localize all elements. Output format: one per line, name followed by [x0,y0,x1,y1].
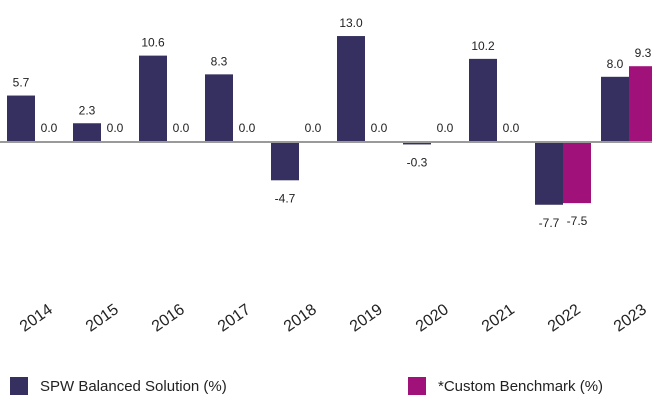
legend-label-spw-balanced: SPW Balanced Solution (%) [40,377,227,395]
bar-spw-balanced-solution-2015 [73,123,101,142]
x-tick-label-2018: 2018 [281,301,320,335]
bar-custom-benchmark-2023 [629,66,652,142]
data-label-custom-benchmark-2015: 0.0 [107,121,124,135]
data-label-spw-balanced-solution-2021: 10.2 [471,39,495,53]
bar-spw-balanced-solution-2023 [601,76,629,142]
data-label-custom-benchmark-2016: 0.0 [173,121,190,135]
data-label-spw-balanced-solution-2014: 5.7 [13,76,30,90]
data-label-custom-benchmark-2017: 0.0 [239,121,256,135]
data-label-custom-benchmark-2020: 0.0 [437,121,454,135]
legend-label-custom-benchmark: *Custom Benchmark (%) [438,377,604,395]
data-label-spw-balanced-solution-2019: 13.0 [339,16,363,30]
x-tick-label-2014: 2014 [17,301,56,335]
bar-spw-balanced-solution-2020 [403,142,431,145]
bar-spw-balanced-solution-2017 [205,74,233,142]
data-label-spw-balanced-solution-2017: 8.3 [211,54,228,68]
bar-spw-balanced-solution-2014 [7,95,35,142]
data-label-custom-benchmark-2019: 0.0 [371,121,388,135]
bar-spw-balanced-solution-2022 [535,142,563,205]
data-label-custom-benchmark-2023: 9.3 [635,46,652,60]
x-tick-label-2020: 2020 [413,301,452,335]
data-label-spw-balanced-solution-2018: -4.7 [275,191,296,205]
x-tick-label-2019: 2019 [347,301,386,335]
data-label-custom-benchmark-2022: -7.5 [567,214,588,228]
legend-item-spw-balanced: SPW Balanced Solution (%) [10,377,227,395]
x-tick-label-2017: 2017 [215,301,254,335]
bar-spw-balanced-solution-2016 [139,55,167,142]
data-label-spw-balanced-solution-2015: 2.3 [79,103,96,117]
x-tick-label-2016: 2016 [149,301,188,335]
data-label-spw-balanced-solution-2023: 8.0 [607,57,624,71]
x-tick-label-2023: 2023 [611,301,650,335]
data-label-custom-benchmark-2018: 0.0 [305,121,322,135]
legend-swatch-custom-benchmark [408,377,426,395]
legend-swatch-spw-balanced [10,377,28,395]
x-tick-label-2015: 2015 [83,301,122,335]
bar-spw-balanced-solution-2018 [271,142,299,181]
data-label-spw-balanced-solution-2016: 10.6 [141,36,165,50]
bar-chart: 5.7 0.0 2.3 0.0 10.6 0.0 8.3 0.0 -4.7 0.0 13.0 0.0 -… [0,16,652,335]
bar-custom-benchmark-2022 [563,142,591,204]
data-label-custom-benchmark-2014: 0.0 [41,121,58,135]
data-label-spw-balanced-solution-2020: -0.3 [407,155,428,169]
data-label-custom-benchmark-2021: 0.0 [503,121,520,135]
x-tick-label-2021: 2021 [479,301,518,335]
legend-item-custom-benchmark: *Custom Benchmark (%) [408,377,603,395]
bar-spw-balanced-solution-2019 [337,36,365,142]
bar-spw-balanced-solution-2021 [469,58,497,143]
data-label-spw-balanced-solution-2022: -7.7 [539,216,560,230]
x-tick-label-2022: 2022 [545,301,584,335]
